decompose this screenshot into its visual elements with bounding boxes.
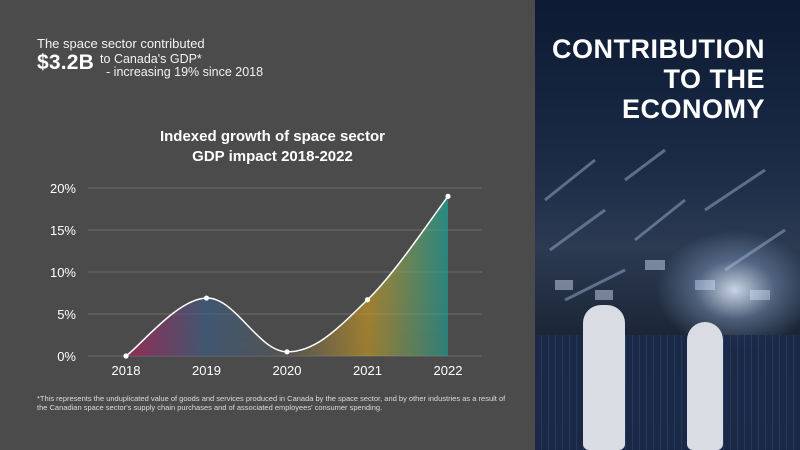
light-glow-image bbox=[655, 230, 800, 350]
technician-figure-right bbox=[687, 322, 723, 450]
chart-title-line1: Indexed growth of space sector bbox=[159, 128, 386, 145]
chart-title: Indexed growth of space sector GDP impac… bbox=[100, 127, 445, 167]
data-point bbox=[284, 349, 290, 355]
y-tick-label: 5% bbox=[57, 307, 76, 322]
footnote: *This represents the unduplicated value … bbox=[37, 394, 506, 412]
x-tick-label: 2021 bbox=[353, 363, 382, 378]
data-point bbox=[123, 353, 129, 359]
chart-title-line2: GDP impact 2018-2022 bbox=[192, 148, 353, 165]
hero-title-line2: TO THE bbox=[663, 64, 765, 94]
hero-title: CONTRIBUTION TO THE ECONOMY bbox=[552, 34, 765, 124]
y-tick-label: 0% bbox=[57, 349, 76, 364]
x-tick-label: 2019 bbox=[192, 363, 221, 378]
stat-side-text: to Canada's GDP* - increasing 19% since … bbox=[100, 53, 263, 79]
stat-row: $3.2B to Canada's GDP* - increasing 19% … bbox=[37, 51, 263, 79]
stat-intro-text: The space sector contributed bbox=[37, 36, 205, 51]
solar-panel-image bbox=[535, 335, 800, 450]
area-fill bbox=[126, 196, 448, 356]
y-tick-label: 10% bbox=[50, 265, 76, 280]
y-tick-label: 15% bbox=[50, 223, 76, 238]
x-tick-label: 2020 bbox=[273, 363, 302, 378]
data-point bbox=[203, 295, 210, 301]
technician-figure-left bbox=[583, 305, 625, 450]
stat-block: The space sector contributed $3.2B to Ca… bbox=[37, 36, 263, 79]
hero-title-line3: ECONOMY bbox=[621, 94, 765, 124]
stat-side-line1: to Canada's GDP* bbox=[100, 52, 202, 66]
hero-title-line1: CONTRIBUTION bbox=[552, 34, 765, 64]
data-point bbox=[445, 193, 451, 199]
data-point bbox=[364, 297, 371, 303]
y-tick-label: 20% bbox=[50, 181, 76, 196]
x-tick-label: 2022 bbox=[434, 363, 463, 378]
growth-area-chart: 0% 5% 10% 15% 20% 2018 2019 2020 2021 2022 bbox=[50, 181, 482, 378]
x-tick-label: 2018 bbox=[112, 363, 141, 378]
stat-amount: $3.2B bbox=[37, 51, 95, 74]
stat-side-line2: - increasing 19% since 2018 bbox=[106, 65, 264, 79]
hero-photo-panel bbox=[535, 0, 800, 450]
